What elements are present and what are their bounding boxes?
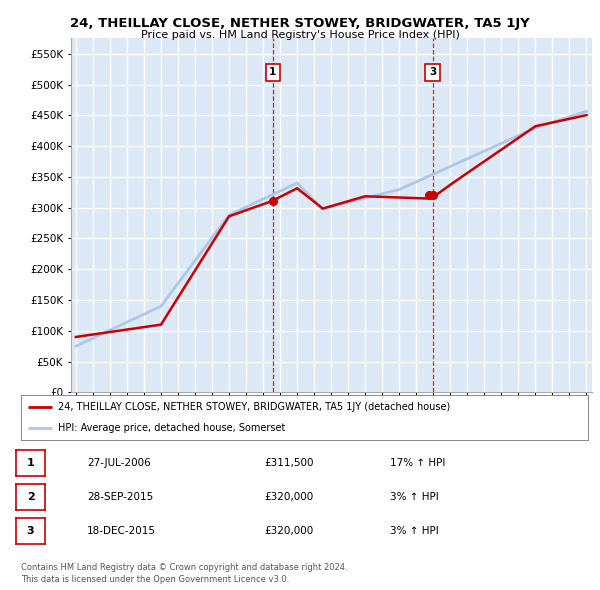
Text: HPI: Average price, detached house, Somerset: HPI: Average price, detached house, Some…	[58, 424, 285, 434]
Text: 24, THEILLAY CLOSE, NETHER STOWEY, BRIDGWATER, TA5 1JY (detached house): 24, THEILLAY CLOSE, NETHER STOWEY, BRIDG…	[58, 402, 450, 412]
Text: 1: 1	[27, 458, 34, 467]
Text: Price paid vs. HM Land Registry's House Price Index (HPI): Price paid vs. HM Land Registry's House …	[140, 30, 460, 40]
Text: 2: 2	[27, 492, 34, 502]
Text: £320,000: £320,000	[264, 526, 313, 536]
Text: 3: 3	[429, 67, 436, 77]
Text: 3% ↑ HPI: 3% ↑ HPI	[390, 492, 439, 502]
Text: 28-SEP-2015: 28-SEP-2015	[87, 492, 153, 502]
Text: 3% ↑ HPI: 3% ↑ HPI	[390, 526, 439, 536]
Text: £311,500: £311,500	[264, 458, 314, 467]
Text: £320,000: £320,000	[264, 492, 313, 502]
Text: Contains HM Land Registry data © Crown copyright and database right 2024.
This d: Contains HM Land Registry data © Crown c…	[21, 563, 347, 584]
Text: 3: 3	[27, 526, 34, 536]
Text: 24, THEILLAY CLOSE, NETHER STOWEY, BRIDGWATER, TA5 1JY: 24, THEILLAY CLOSE, NETHER STOWEY, BRIDG…	[70, 17, 530, 30]
Text: 1: 1	[269, 67, 277, 77]
Text: 27-JUL-2006: 27-JUL-2006	[87, 458, 151, 467]
Text: 17% ↑ HPI: 17% ↑ HPI	[390, 458, 445, 467]
Text: 18-DEC-2015: 18-DEC-2015	[87, 526, 156, 536]
